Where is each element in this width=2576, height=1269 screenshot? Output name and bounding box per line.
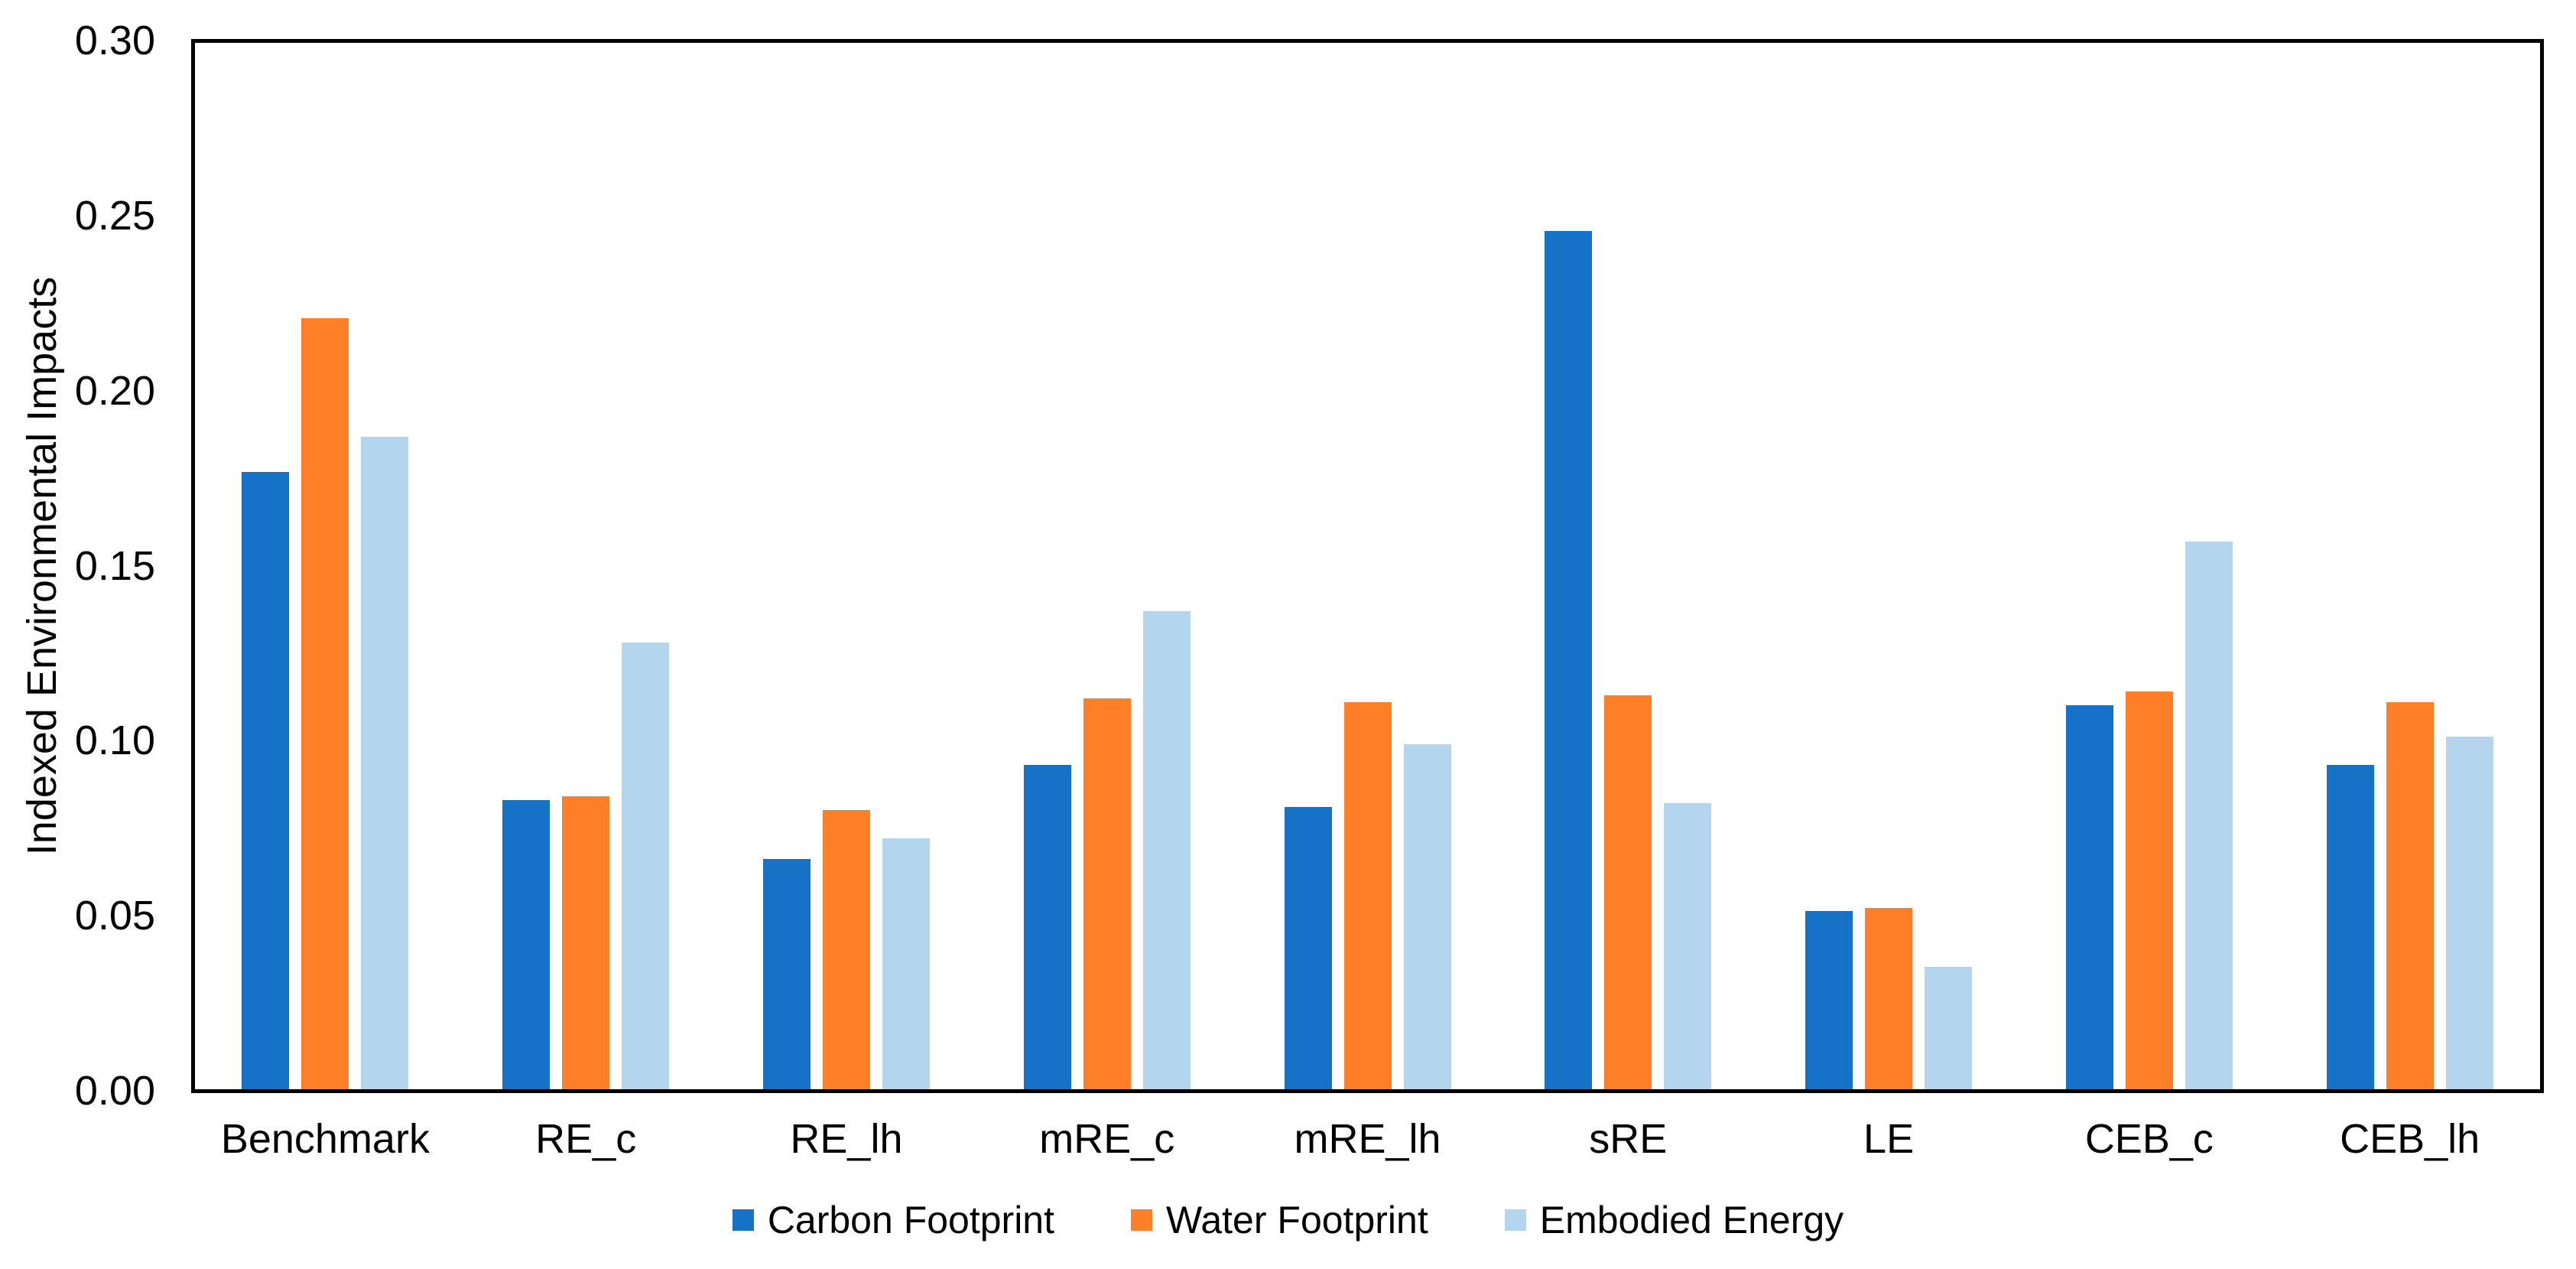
- x-axis-label-sRE: sRE: [1589, 1116, 1668, 1162]
- bar-water-footprint-mRE_c: [1083, 698, 1131, 1089]
- y-tick-label: 0.20: [74, 367, 155, 414]
- y-tick-label: 0.25: [74, 192, 155, 239]
- bar-carbon-footprint-RE_c: [502, 799, 551, 1089]
- y-tick-label: 0.15: [74, 542, 155, 589]
- x-axis-label-RE_c: RE_c: [535, 1116, 637, 1162]
- bar-carbon-footprint-CEB_c: [2065, 705, 2113, 1089]
- bar-group-mRE_lh: [1237, 43, 1498, 1089]
- bar-group-RE_lh: [716, 43, 977, 1089]
- bar-carbon-footprint-mRE_c: [1023, 764, 1071, 1089]
- bar-embodied-energy-LE: [1925, 967, 1973, 1089]
- x-axis-label-LE: LE: [1863, 1116, 1915, 1162]
- bar-group-LE: [1759, 43, 2019, 1089]
- legend-label: Carbon Footprint: [767, 1199, 1055, 1241]
- y-tick-label: 0.00: [74, 1068, 155, 1114]
- bar-carbon-footprint-LE: [1805, 911, 1853, 1089]
- bar-group-sRE: [1498, 43, 1759, 1089]
- bar-water-footprint-RE_c: [562, 796, 610, 1089]
- x-axis-labels: Benchmark RE_c RE_lh mRE_c mRE_lh sRE LE CEB_c C…: [195, 1115, 2540, 1163]
- legend-swatch-icon: [1131, 1209, 1153, 1231]
- x-axis-label-mRE_c: mRE_c: [1039, 1116, 1175, 1162]
- y-tick-label: 0.30: [74, 18, 155, 63]
- bar-group-mRE_c: [976, 43, 1237, 1089]
- bar-carbon-footprint-Benchmark: [242, 471, 290, 1089]
- legend-item-water-footprint: Water Footprint: [1131, 1198, 1428, 1242]
- y-tick-label: 0.10: [74, 717, 155, 764]
- legend-item-carbon-footprint: Carbon Footprint: [732, 1198, 1055, 1242]
- bar-embodied-energy-Benchmark: [361, 437, 409, 1089]
- bar-embodied-energy-sRE: [1664, 803, 1712, 1089]
- x-axis-label-CEB_lh: CEB_lh: [2340, 1116, 2480, 1162]
- bar-group-RE_c: [456, 43, 716, 1089]
- bar-group-CEB_lh: [2279, 43, 2540, 1089]
- bar-water-footprint-Benchmark: [301, 318, 349, 1089]
- legend-swatch-icon: [732, 1209, 754, 1231]
- legend-swatch-icon: [1504, 1209, 1526, 1231]
- y-tick-label: 0.05: [74, 893, 155, 939]
- legend-label: Water Footprint: [1166, 1199, 1428, 1241]
- plot-area: [191, 39, 2544, 1093]
- bar-carbon-footprint-RE_lh: [762, 859, 810, 1089]
- bar-carbon-footprint-sRE: [1545, 231, 1593, 1089]
- x-axis-label-RE_lh: RE_lh: [790, 1116, 903, 1162]
- legend: Carbon Footprint Water Footprint Embodied …: [0, 1198, 2576, 1242]
- bar-water-footprint-CEB_c: [2125, 691, 2173, 1089]
- bar-embodied-energy-CEB_lh: [2445, 737, 2493, 1089]
- bar-embodied-energy-RE_c: [622, 643, 670, 1089]
- bar-water-footprint-LE: [1865, 907, 1913, 1089]
- x-axis-label-mRE_lh: mRE_lh: [1294, 1116, 1441, 1162]
- bar-embodied-energy-RE_lh: [882, 838, 930, 1089]
- bar-group-CEB_c: [2019, 43, 2279, 1089]
- bar-water-footprint-sRE: [1604, 695, 1652, 1089]
- bar-water-footprint-CEB_lh: [2386, 701, 2434, 1089]
- legend-item-embodied-energy: Embodied Energy: [1504, 1198, 1844, 1242]
- bar-embodied-energy-mRE_c: [1142, 611, 1191, 1089]
- bar-carbon-footprint-CEB_lh: [2326, 764, 2374, 1089]
- bar-carbon-footprint-mRE_lh: [1284, 806, 1332, 1089]
- bar-water-footprint-RE_lh: [822, 810, 870, 1089]
- bar-embodied-energy-mRE_lh: [1403, 744, 1451, 1089]
- bar-group-Benchmark: [195, 43, 456, 1089]
- x-axis-label-CEB_c: CEB_c: [2084, 1116, 2214, 1162]
- bar-water-footprint-mRE_lh: [1343, 701, 1392, 1089]
- bar-embodied-energy-CEB_c: [2185, 542, 2233, 1089]
- legend-label: Embodied Energy: [1539, 1199, 1844, 1241]
- x-axis-label-Benchmark: Benchmark: [220, 1116, 430, 1162]
